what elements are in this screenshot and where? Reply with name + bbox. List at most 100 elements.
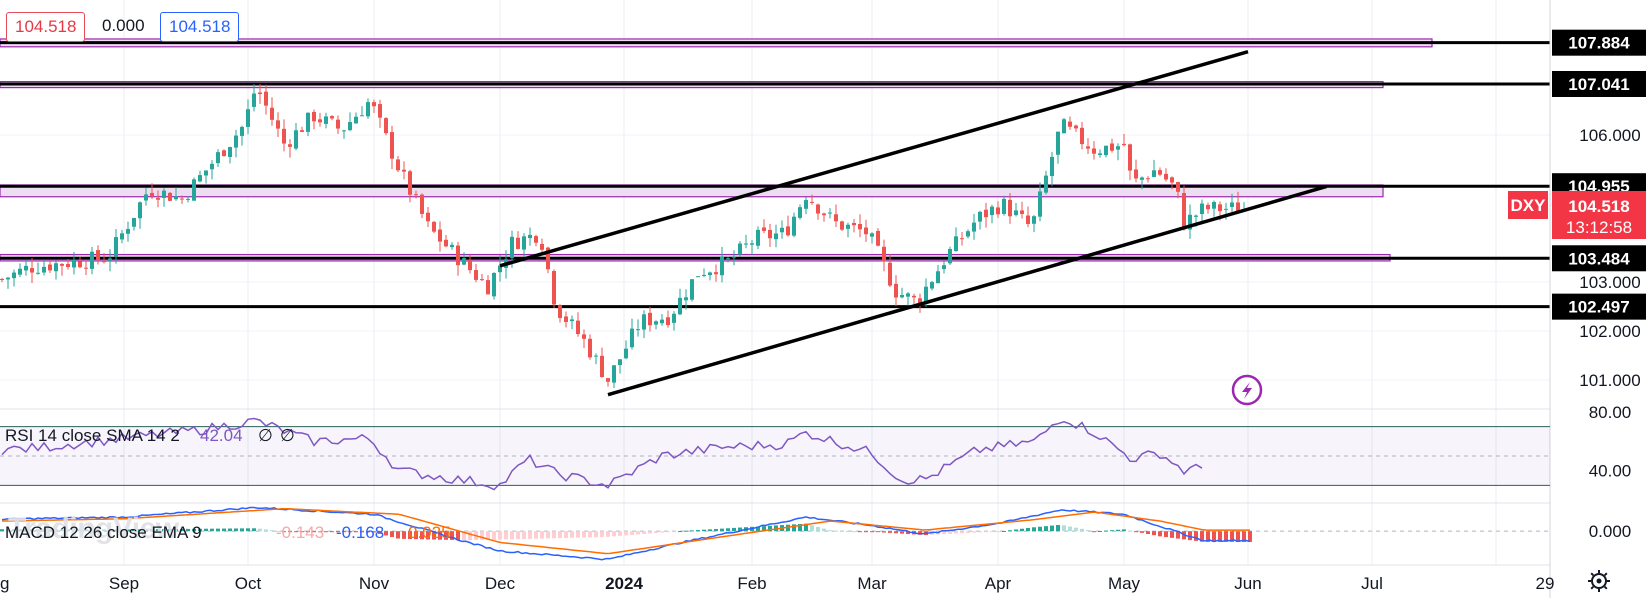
macd-line <box>1 506 1251 561</box>
candle-body <box>840 221 844 230</box>
macd-histogram-bar <box>984 531 988 533</box>
macd-histogram-bar <box>84 529 88 532</box>
macd-histogram-bar <box>810 525 814 532</box>
macd-histogram-bar <box>1194 531 1198 541</box>
rsi-pane <box>0 417 1550 491</box>
macd-histogram-bar <box>228 528 232 532</box>
macd-histogram-bar <box>342 531 346 533</box>
macd-histogram-bar <box>222 528 226 532</box>
rsi-value: 42.04 <box>200 426 243 445</box>
macd-histogram-bar <box>636 531 640 535</box>
macd-histogram-bar <box>240 528 244 532</box>
macd-histogram-bar <box>324 531 328 533</box>
candle-body <box>528 234 532 239</box>
candle-body <box>432 221 436 232</box>
candle-body <box>798 207 802 218</box>
macd-histogram-bar <box>234 528 238 532</box>
time-axis-label: May <box>1108 574 1141 593</box>
candle-body <box>1230 202 1234 207</box>
candle-body <box>846 224 850 229</box>
macd-histogram-bar <box>654 531 658 533</box>
macd-line-value: -0.168 <box>336 523 384 542</box>
macd-histogram-bar <box>972 531 976 533</box>
candle-body <box>486 280 490 295</box>
candle-body <box>894 283 898 298</box>
macd-histogram-bar <box>1092 531 1096 533</box>
macd-histogram-bar <box>822 528 826 532</box>
macd-histogram-bar <box>870 531 874 533</box>
macd-histogram-bar <box>1056 525 1060 532</box>
level-badge-text: 107.884 <box>1568 34 1630 53</box>
candle-body <box>342 130 346 132</box>
candle-body <box>666 317 670 326</box>
candle-body <box>1146 178 1150 180</box>
settings-icon[interactable] <box>1588 570 1610 592</box>
candle-body <box>438 229 442 242</box>
macd-histogram-bar <box>1224 531 1228 542</box>
macd-histogram-bar <box>888 531 892 533</box>
macd-histogram-bar <box>618 531 622 536</box>
macd-histogram-bar <box>462 531 466 541</box>
macd-histogram-bar <box>894 531 898 534</box>
candle-body <box>270 107 274 120</box>
candle-body <box>108 258 112 261</box>
candle-body <box>1128 144 1132 171</box>
horizontal-levels <box>0 41 1550 309</box>
trend-line <box>499 50 1249 268</box>
candle-body <box>294 130 298 149</box>
macd-histogram-bar <box>138 529 142 532</box>
bid-price-box[interactable]: 104.518 <box>6 12 86 42</box>
candle-body <box>102 261 106 263</box>
candle-body <box>1098 153 1102 155</box>
candle-body <box>60 263 64 266</box>
candle-body <box>1062 119 1066 134</box>
macd-histogram-bar <box>648 531 652 534</box>
macd-histogram-bar <box>1248 531 1252 542</box>
candle-body <box>222 150 226 157</box>
candle-body <box>324 116 328 124</box>
macd-histogram-bar <box>72 529 76 532</box>
macd-histogram-bar <box>1002 530 1006 532</box>
candle-body <box>852 222 856 226</box>
candle-body <box>888 262 892 286</box>
candle-body <box>984 209 988 218</box>
macd-histogram-bar <box>6 529 10 532</box>
candle-body <box>138 202 142 219</box>
candle-body <box>924 286 928 304</box>
lightning-icon[interactable] <box>1231 374 1263 406</box>
macd-histogram-bar <box>24 529 28 532</box>
macd-histogram-bar <box>540 531 544 539</box>
candle-body <box>1182 192 1186 230</box>
candle-body <box>1224 208 1228 210</box>
macd-histogram-bar <box>90 529 94 532</box>
candle-body <box>576 320 580 335</box>
macd-histogram-bar <box>252 528 256 532</box>
macd-histogram-bar <box>504 531 508 540</box>
candle-body <box>552 271 556 305</box>
candle-body <box>1092 148 1096 154</box>
candle-body <box>762 227 766 231</box>
ask-price-box[interactable]: 104.518 <box>160 12 240 42</box>
candle-body <box>282 128 286 144</box>
macd-histogram-bar <box>1062 525 1066 532</box>
candle-body <box>1002 198 1006 214</box>
candle-body <box>228 147 232 157</box>
candle-body <box>918 298 922 304</box>
candle-body <box>936 271 940 284</box>
macd-histogram-bar <box>1242 531 1246 542</box>
candle-body <box>1176 182 1180 192</box>
candle-body <box>558 305 562 319</box>
candle-body <box>990 206 994 216</box>
macd-histogram-bar <box>456 531 460 541</box>
macd-histogram-bar <box>186 528 190 532</box>
candle-body <box>234 135 238 148</box>
candle-body <box>240 126 244 136</box>
macd-histogram-bar <box>114 529 118 532</box>
candle-body <box>510 236 514 259</box>
time-axis-label: g <box>0 574 9 593</box>
macd-histogram-bar <box>120 529 124 532</box>
candle-body <box>594 355 598 357</box>
macd-histogram-bar <box>1212 531 1216 542</box>
macd-histogram-bar <box>0 529 4 532</box>
